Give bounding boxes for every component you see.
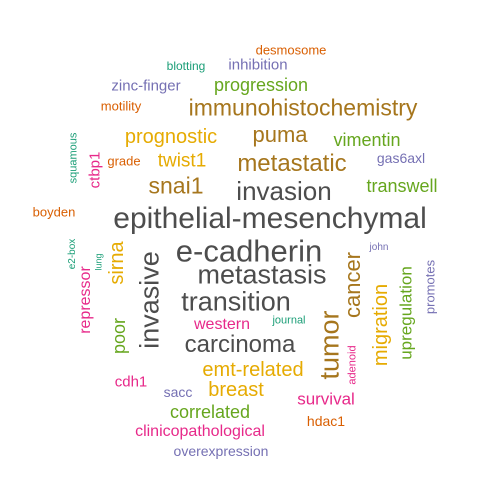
word-adenoid: adenoid xyxy=(346,345,359,385)
word-prognostic: prognostic xyxy=(124,126,218,148)
word-breast: breast xyxy=(208,379,264,401)
word-e-cadherin: e-cadherin xyxy=(175,233,323,269)
word-western: western xyxy=(193,316,251,333)
word-migration: migration xyxy=(370,283,392,367)
word-boyden: boyden xyxy=(32,204,76,220)
word-vimentin: vimentin xyxy=(333,130,401,150)
word-upregulation: upregulation xyxy=(396,266,416,360)
word-grade: grade xyxy=(107,153,141,169)
word-metastatic: metastatic xyxy=(237,150,347,177)
word-clinicopathological: clinicopathological xyxy=(135,423,265,440)
word-metastasis: metastasis xyxy=(197,259,327,290)
word-poor: poor xyxy=(109,317,129,355)
word-hdac1: hdac1 xyxy=(306,413,346,429)
word-invasive: invasive xyxy=(134,251,165,349)
word-transwell: transwell xyxy=(366,176,438,196)
word-twist1: twist1 xyxy=(157,150,207,172)
word-gas6axl: gas6axl xyxy=(376,150,426,166)
word-desmosome: desmosome xyxy=(255,42,327,58)
word-survival: survival xyxy=(297,389,355,409)
word-zinc-finger: zinc-finger xyxy=(111,77,181,95)
word-invasion: invasion xyxy=(236,176,332,206)
word-ctbp1: ctbp1 xyxy=(86,151,104,189)
word-e2-box: e2-box xyxy=(67,238,78,270)
word-sirna: sirna xyxy=(106,241,128,285)
word-cdh1: cdh1 xyxy=(114,373,148,391)
word-motility: motility xyxy=(100,98,142,114)
word-tumor: tumor xyxy=(314,310,345,380)
word-epithelial-mesenchymal: epithelial-mesenchymal xyxy=(113,202,427,235)
word-emt-related: emt-related xyxy=(202,359,304,381)
word-overexpression: overexpression xyxy=(173,443,269,459)
word-promotes: promotes xyxy=(422,259,438,315)
word-squamous: squamous xyxy=(67,132,80,184)
word-transition: transition xyxy=(181,286,291,317)
word-cancer: cancer xyxy=(340,251,365,319)
word-inhibition: inhibition xyxy=(228,56,288,74)
word-immunohistochemistry: immunohistochemistry xyxy=(188,94,418,121)
word-puma: puma xyxy=(252,122,308,147)
word-snai1: snai1 xyxy=(148,172,204,199)
word-progression: progression xyxy=(213,75,309,95)
word-blotting: blotting xyxy=(166,59,206,73)
word-journal: journal xyxy=(272,314,306,327)
word-sacc: sacc xyxy=(163,384,193,400)
word-repressor: repressor xyxy=(77,266,94,334)
word-carcinoma: carcinoma xyxy=(184,331,296,358)
word-lung: lung xyxy=(93,253,104,271)
word-john: john xyxy=(369,242,389,253)
word-correlated: correlated xyxy=(169,402,251,422)
